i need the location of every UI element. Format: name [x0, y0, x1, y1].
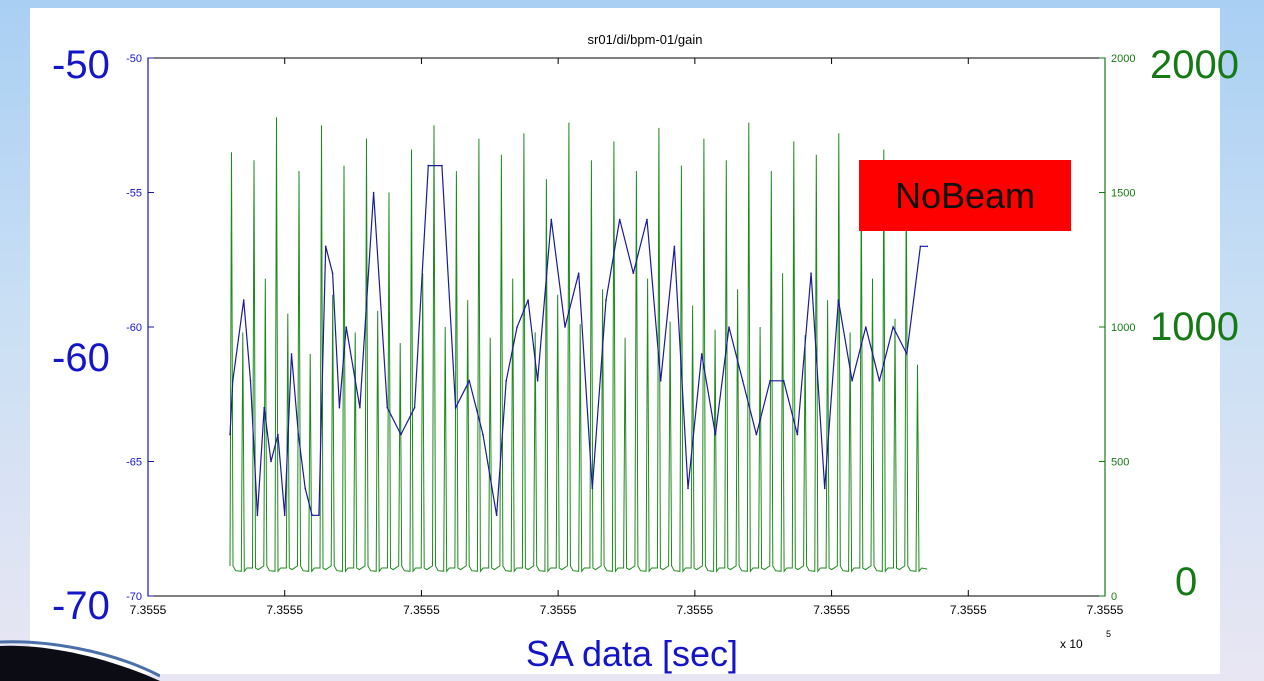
gain-point	[283, 514, 286, 517]
gain-point	[632, 272, 635, 275]
gain-point	[290, 353, 293, 355]
gain-point	[673, 245, 676, 248]
gain-point	[400, 433, 402, 436]
gain-point	[263, 406, 266, 409]
chart-title: sr01/di/bpm-01/gain	[588, 32, 703, 47]
x-tick-label: 7.3555	[950, 603, 987, 617]
gain-point	[359, 406, 361, 409]
gain-point	[297, 433, 300, 436]
gain-point	[782, 380, 785, 382]
y-right-tick-label: 0	[1111, 591, 1117, 603]
gain-point	[837, 299, 840, 301]
x-axis-caption: SA data [sec]	[525, 633, 739, 674]
gain-point	[413, 406, 416, 409]
series-gain-line	[229, 165, 928, 516]
gain-point	[256, 514, 259, 517]
gain-point	[311, 514, 313, 517]
gain-point	[482, 433, 484, 436]
y-right-tick-label: 2000	[1111, 53, 1135, 65]
gain-point	[242, 299, 245, 301]
x-tick-label: 7.3555	[266, 603, 303, 617]
gain-point	[714, 433, 717, 436]
gain-point	[386, 406, 389, 409]
y-left-tick-label: -55	[126, 188, 142, 200]
gain-point	[454, 406, 457, 409]
gain-point	[505, 380, 507, 382]
x-tick-label: 7.3555	[677, 603, 714, 617]
gain-point	[527, 299, 529, 301]
x-tick-label: 7.3555	[1087, 603, 1124, 617]
gain-point	[741, 380, 744, 382]
nobeam-badge: NoBeam	[859, 160, 1071, 231]
gain-point	[441, 164, 443, 167]
x-tick-label: 7.3555	[540, 603, 577, 617]
gain-point	[878, 380, 881, 382]
x-tick-label: 7.3555	[130, 603, 167, 617]
x-tick-label: 7.3555	[403, 603, 440, 617]
gain-point	[864, 326, 867, 328]
x-tick-label: 7.3555	[813, 603, 850, 617]
gain-point	[372, 191, 375, 194]
gain-point	[338, 406, 341, 409]
gain-point	[755, 433, 758, 436]
gain-point	[318, 514, 320, 517]
gain-point	[591, 487, 594, 490]
y-left-tick-label: -70	[126, 591, 142, 603]
gain-point	[516, 326, 518, 328]
big-right-tick-label: 0	[1175, 560, 1198, 604]
y-left-tick-label: -50	[126, 53, 142, 65]
gain-point	[823, 487, 826, 490]
gain-point	[468, 380, 471, 382]
x-exponent-power: 5	[1106, 629, 1111, 639]
gain-point	[926, 245, 929, 248]
gain-point	[304, 487, 307, 490]
y-right-tick-label: 500	[1111, 457, 1129, 469]
gain-point	[618, 218, 621, 221]
gain-point	[851, 380, 853, 382]
gain-point	[324, 245, 327, 248]
gain-point	[495, 514, 498, 517]
gain-point	[577, 272, 580, 275]
gain-point	[646, 218, 648, 221]
x-exponent-label: x 10	[1060, 637, 1083, 651]
gain-point	[229, 433, 231, 436]
gain-point	[700, 353, 703, 355]
gain-point	[536, 380, 539, 382]
y-left-tick-label: -65	[126, 457, 142, 469]
gain-point	[331, 272, 334, 275]
gain-point	[277, 433, 279, 436]
gain-point	[892, 326, 894, 328]
gain-point	[796, 433, 799, 436]
big-left-tick-label: -70	[52, 584, 110, 628]
y-right-tick-label: 1000	[1111, 322, 1135, 334]
gain-point	[249, 380, 252, 382]
gain-point	[728, 326, 730, 328]
gain-point	[919, 245, 922, 248]
big-left-tick-label: -50	[52, 43, 110, 87]
y-right-tick-label: 1500	[1111, 188, 1135, 200]
gain-point	[605, 299, 607, 301]
big-right-tick-label: 1000	[1150, 305, 1239, 349]
gain-point	[905, 353, 908, 355]
big-right-tick-label: 2000	[1150, 43, 1239, 87]
gain-point	[687, 487, 689, 490]
gain-point	[769, 380, 771, 382]
gain-point	[345, 326, 348, 328]
gain-point	[231, 380, 234, 382]
gain-point	[659, 380, 662, 382]
series-right-spikes	[229, 117, 928, 573]
big-left-tick-label: -60	[52, 336, 110, 380]
gain-point	[810, 272, 812, 275]
decorative-swoosh	[0, 640, 160, 681]
gain-point	[550, 218, 553, 221]
y-left-tick-label: -60	[126, 322, 142, 334]
gain-point	[270, 460, 272, 463]
gain-point	[427, 164, 430, 167]
gain-point	[564, 326, 566, 328]
